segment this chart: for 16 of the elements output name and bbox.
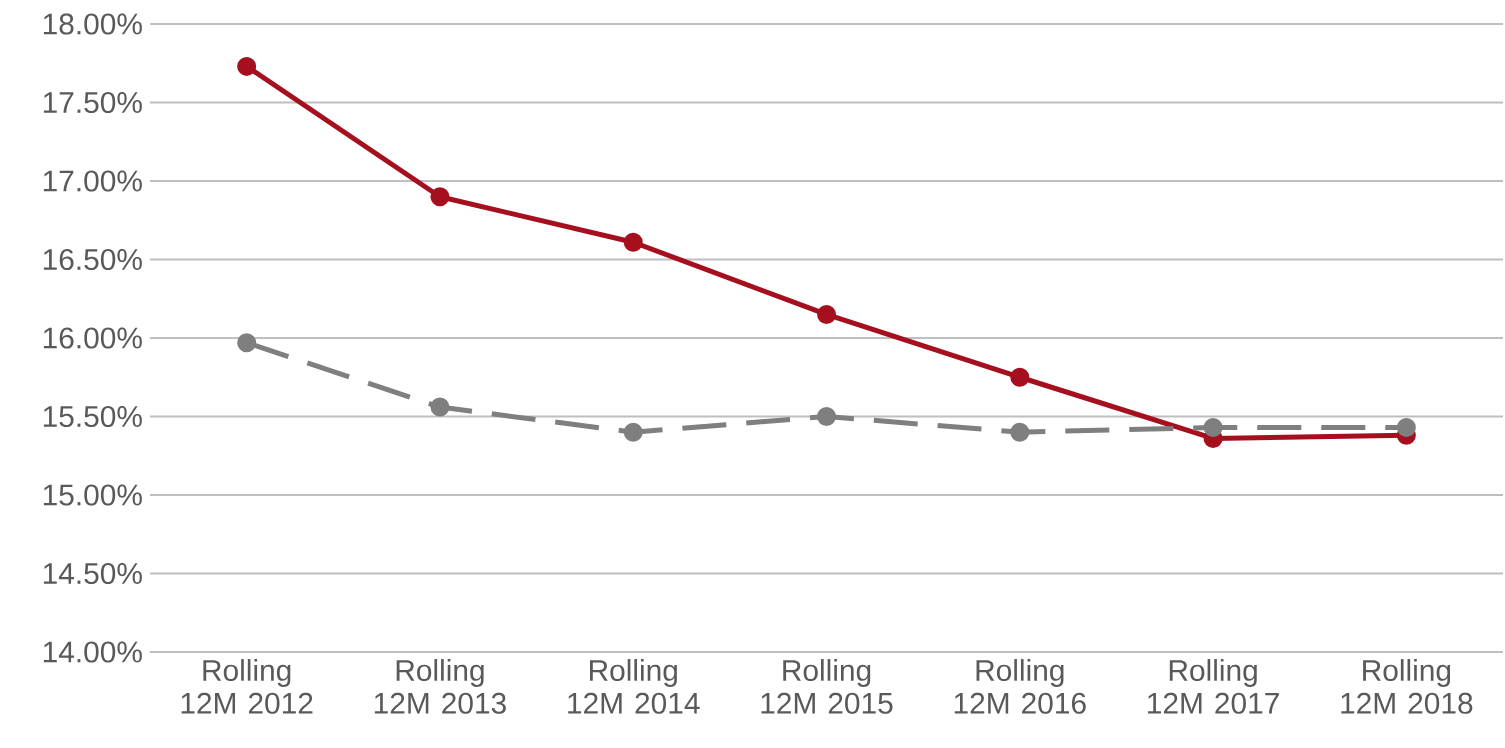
- y-tick-label: 17.50%: [43, 91, 142, 114]
- x-tick-label: Rolling 12M 2012: [181, 659, 313, 714]
- x-tick-label: Rolling 12M 2013: [374, 659, 506, 714]
- x-tick-label: Rolling 12M 2016: [954, 659, 1086, 714]
- y-tick-label: 14.00%: [43, 641, 142, 663]
- y-tick-label: 15.00%: [43, 484, 142, 506]
- y-tick-label: 16.00%: [43, 327, 142, 349]
- y-tick-label: 18.00%: [43, 13, 142, 35]
- y-tick-label: 14.50%: [43, 562, 142, 585]
- x-tick-label: Rolling 12M 2017: [1148, 659, 1279, 714]
- x-tick-label: Rolling 12M 2015: [761, 659, 893, 714]
- x-tick-label: Rolling 12M 2018: [1341, 659, 1473, 714]
- y-tick-label: 16.50%: [43, 248, 142, 271]
- y-tick-label: 17.00%: [43, 170, 142, 192]
- y-tick-label: 15.50%: [43, 405, 142, 428]
- x-tick-label: Rolling 12M 2014: [568, 659, 700, 714]
